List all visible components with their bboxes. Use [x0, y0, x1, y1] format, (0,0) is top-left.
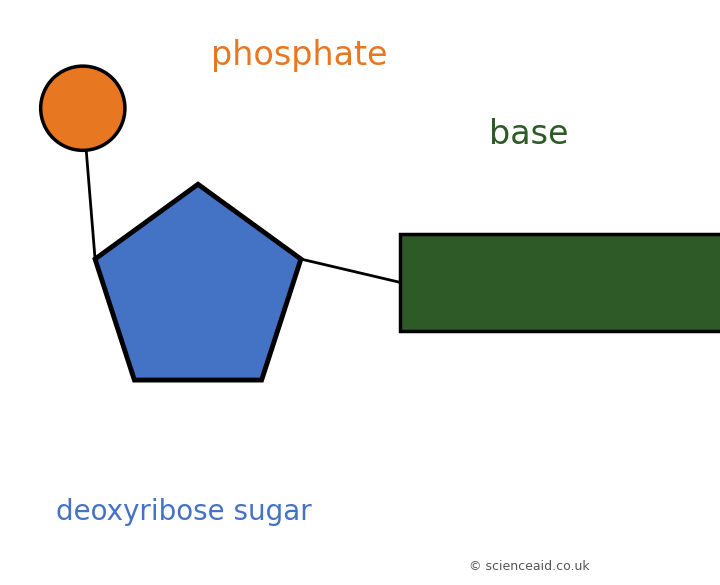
- Text: phosphate: phosphate: [210, 39, 387, 72]
- Bar: [400, 234, 720, 331]
- Text: base: base: [490, 118, 569, 151]
- Ellipse shape: [41, 66, 125, 150]
- Text: © scienceaid.co.uk: © scienceaid.co.uk: [469, 560, 590, 573]
- Polygon shape: [95, 184, 301, 380]
- Text: deoxyribose sugar: deoxyribose sugar: [55, 498, 312, 526]
